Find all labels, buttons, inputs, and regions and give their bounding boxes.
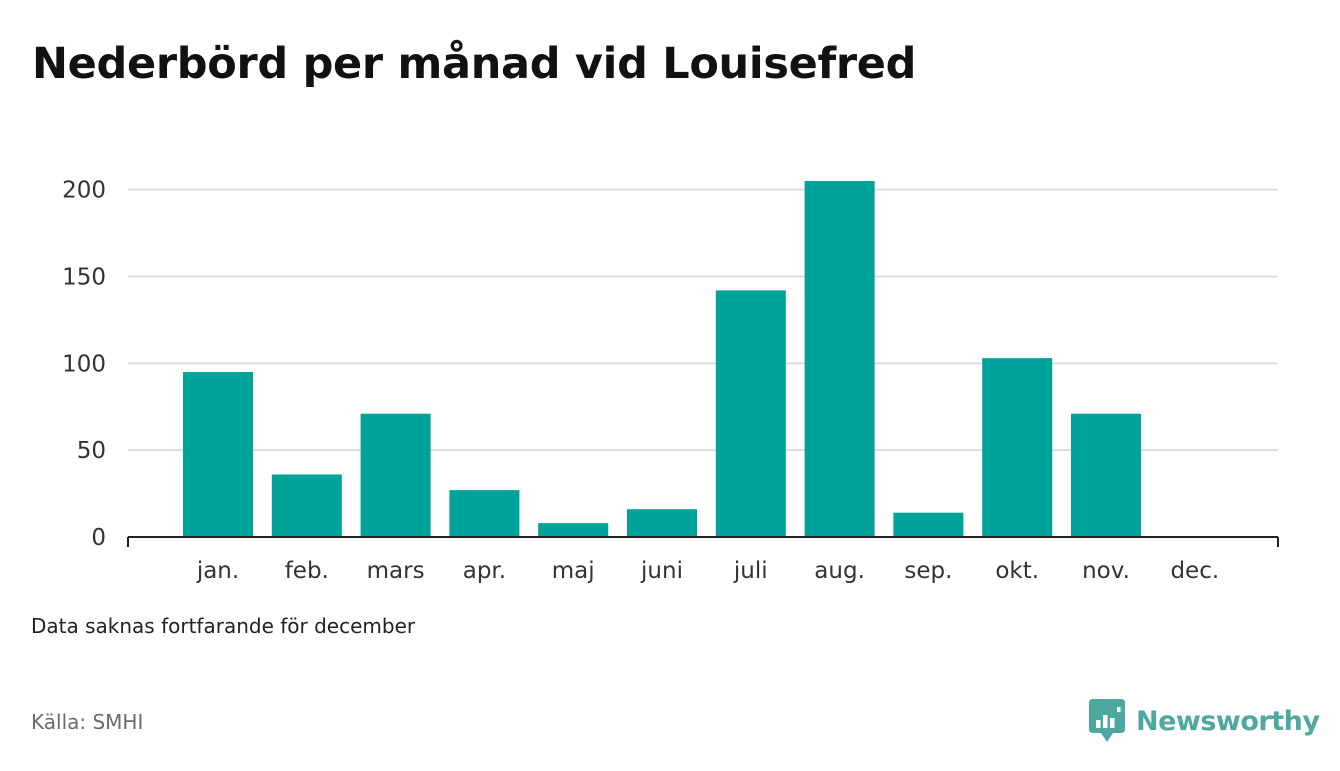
bar-maj [538, 523, 609, 537]
bar-juni [627, 509, 697, 537]
newsworthy-logo-icon [1089, 699, 1125, 742]
x-tick-label: dec. [1170, 558, 1219, 584]
x-axis-tick-labels: jan. feb. mars apr. maj juni juli aug. sep. okt. n… [196, 558, 1219, 584]
bar-okt [982, 358, 1053, 537]
gridlines [128, 188, 1278, 452]
y-tick-label: 50 [77, 438, 106, 464]
y-tick-label: 0 [91, 525, 106, 551]
chart-title: Nederbörd per månad vid Louisefred [32, 39, 917, 89]
bar-jan [183, 372, 253, 537]
x-tick-label: maj [552, 558, 595, 584]
x-tick-label: feb. [285, 558, 329, 584]
bar-mars [360, 413, 431, 537]
y-tick-label: 150 [62, 265, 106, 291]
x-axis [127, 536, 1279, 547]
bar-aug [804, 181, 875, 537]
x-tick-label: aug. [814, 558, 865, 584]
brand-name: Newsworthy [1136, 705, 1320, 737]
bar-apr [449, 490, 520, 537]
x-tick-label: apr. [463, 558, 506, 584]
bar-juli [715, 290, 786, 537]
brand[interactable]: Newsworthy [1089, 698, 1320, 744]
y-tick-label: 200 [62, 178, 106, 204]
x-tick-label: okt. [995, 558, 1039, 584]
x-tick-label: sep. [904, 558, 952, 584]
x-tick-label: juli [733, 558, 768, 584]
y-tick-label: 100 [62, 351, 106, 377]
source-label: Källa: SMHI [31, 710, 144, 734]
bar-feb [271, 474, 342, 537]
bar-nov [1071, 413, 1141, 537]
bar-chart: 0 50 100 150 200 jan. feb. mars apr. maj juni juli… [62, 178, 1279, 584]
x-tick-label: nov. [1082, 558, 1130, 584]
chart-note: Data saknas fortfarande för december [31, 614, 416, 638]
x-tick-label: mars [367, 558, 425, 584]
bars [183, 181, 1141, 537]
x-tick-label: juni [640, 558, 683, 584]
x-tick-label: jan. [196, 558, 239, 584]
y-axis-tick-labels: 0 50 100 150 200 [62, 178, 106, 551]
bar-sep [893, 512, 964, 537]
